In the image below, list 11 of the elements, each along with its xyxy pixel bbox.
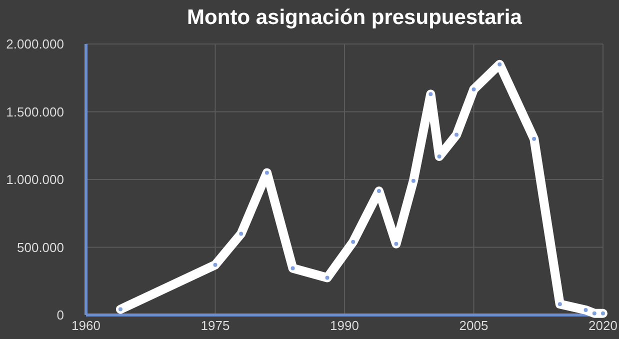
x-tick-label: 1990: [330, 318, 359, 333]
chart-title: Monto asignación presupuestaria: [187, 6, 522, 29]
y-tick-label: 500.000: [17, 240, 64, 255]
y-tick-label: 2.000.000: [6, 36, 64, 52]
y-tick-label: 1.500.000: [6, 104, 64, 120]
x-tick-label: 2020: [588, 318, 618, 333]
x-tick-label: 1960: [72, 318, 100, 333]
y-tick-label: 0: [56, 308, 64, 323]
y-tick-label: 1.000.000: [6, 172, 64, 188]
x-tick-label: 1975: [200, 318, 230, 333]
x-tick-label: 2005: [459, 318, 488, 333]
